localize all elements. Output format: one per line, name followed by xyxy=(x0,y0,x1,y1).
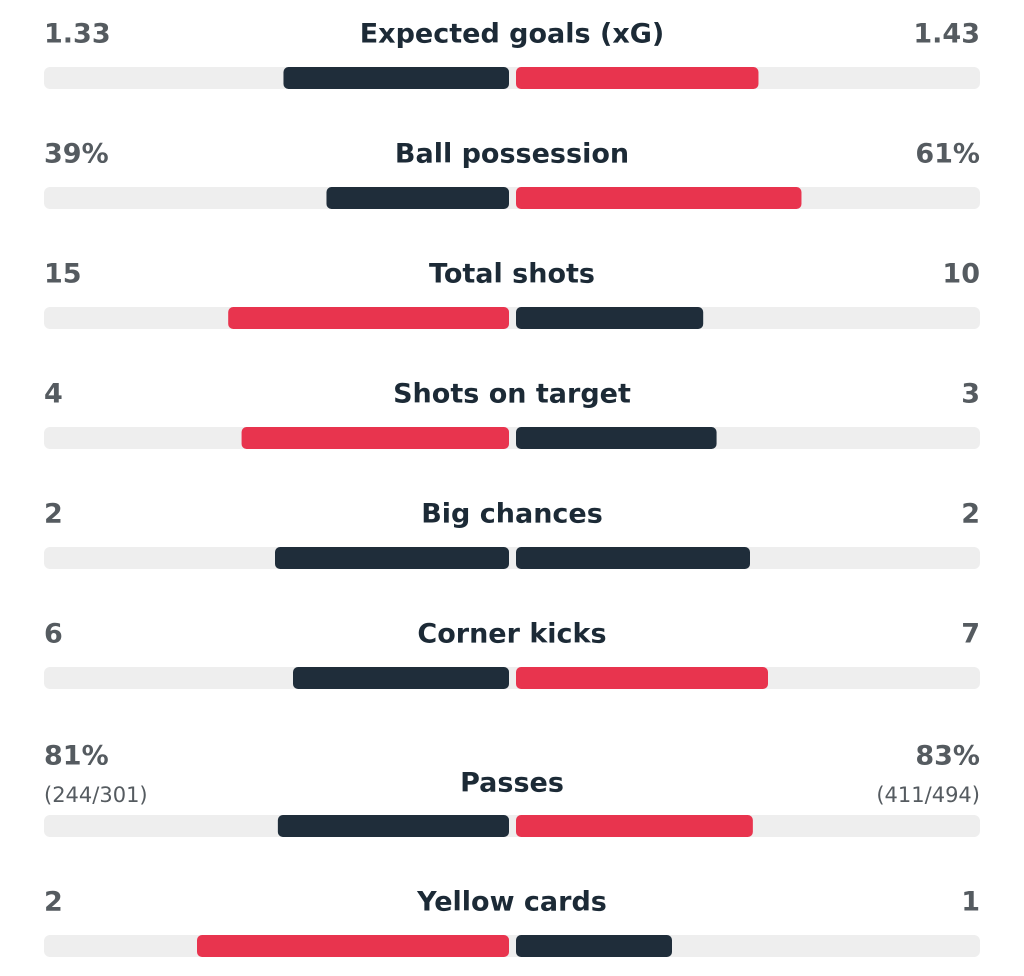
away-bar xyxy=(516,815,753,837)
home-bar xyxy=(283,67,509,89)
home-value: 15 xyxy=(44,259,82,290)
stat-name: Total shots xyxy=(429,259,595,290)
home-value: 81% xyxy=(44,741,109,772)
home-bar xyxy=(228,307,509,329)
home-value: 6 xyxy=(44,619,63,650)
away-value: 83% xyxy=(915,741,980,772)
away-value: 3 xyxy=(961,379,980,410)
away-bar xyxy=(516,427,717,449)
bar-track xyxy=(44,935,980,957)
away-value: 2 xyxy=(961,499,980,530)
away-value: 61% xyxy=(915,139,980,170)
away-bar xyxy=(516,307,704,329)
stat-name: Yellow cards xyxy=(416,887,607,918)
home-value: 1.33 xyxy=(44,19,111,50)
home-bar xyxy=(197,935,509,957)
home-bar xyxy=(277,815,509,837)
away-value: 10 xyxy=(942,259,980,290)
stat-name: Passes xyxy=(460,768,564,799)
away-bar xyxy=(516,547,750,569)
away-value: 1.43 xyxy=(913,19,980,50)
bar-track xyxy=(44,427,980,449)
home-bar xyxy=(293,667,509,689)
bar-track xyxy=(44,815,980,837)
home-bar xyxy=(326,187,509,209)
away-value: 1 xyxy=(961,887,980,918)
bar-track xyxy=(44,547,980,569)
home-bar xyxy=(241,427,510,449)
bar-track xyxy=(44,67,980,89)
away-bar xyxy=(516,67,759,89)
home-value: 4 xyxy=(44,379,63,410)
away-bar xyxy=(516,935,672,957)
bar-track xyxy=(44,187,980,209)
stat-name: Ball possession xyxy=(395,139,629,170)
bar-track xyxy=(44,307,980,329)
home-value: 39% xyxy=(44,139,109,170)
away-value: 7 xyxy=(961,619,980,650)
stat-name: Expected goals (xG) xyxy=(360,19,665,50)
home-value: 2 xyxy=(44,499,63,530)
stat-name: Corner kicks xyxy=(417,619,606,650)
home-value: 2 xyxy=(44,887,63,918)
home-bar xyxy=(275,547,509,569)
away-bar xyxy=(516,187,802,209)
away-detail: (411/494) xyxy=(876,783,980,807)
stat-name: Shots on target xyxy=(393,379,631,410)
bar-track xyxy=(44,667,980,689)
home-detail: (244/301) xyxy=(44,783,148,807)
away-bar xyxy=(516,667,768,689)
stat-name: Big chances xyxy=(421,499,603,530)
